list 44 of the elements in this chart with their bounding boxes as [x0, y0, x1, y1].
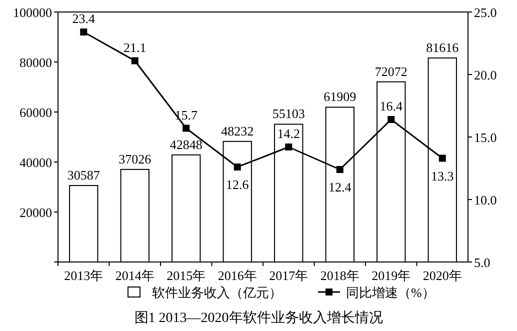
x-tick-label: 2013年	[64, 268, 104, 283]
x-tick-label: 2016年	[218, 268, 257, 283]
legend-label: 软件业务收入（亿元）	[152, 285, 282, 300]
x-tick-label: 2020年	[422, 268, 462, 283]
point	[336, 166, 344, 173]
y2-tick-label: 15.0	[474, 130, 497, 145]
data-label: 12.6	[226, 177, 250, 192]
x-tick-label: 2018年	[320, 268, 360, 283]
y-tick-label: 60000	[20, 105, 52, 120]
y-tick-label: 20000	[20, 205, 52, 220]
data-label: 14.2	[277, 126, 300, 141]
data-label: 13.3	[431, 168, 454, 184]
y-tick-label: 40000	[20, 155, 52, 170]
data-label: 48232	[221, 123, 254, 138]
x-tick-label: 2017年	[269, 268, 308, 283]
point	[80, 28, 88, 36]
data-label: 72072	[374, 64, 408, 79]
data-label: 61909	[324, 89, 356, 104]
y2-tick-label: 5.0	[474, 255, 490, 270]
y2-tick-label: 10.0	[474, 192, 497, 208]
title: 图1 2013—2020年软件业务收入增长情况	[134, 311, 383, 326]
data-label: 55103	[272, 106, 305, 122]
data-label: 42848	[170, 136, 202, 152]
point	[131, 57, 138, 64]
data-label: 12.4	[328, 180, 352, 194]
y-tick-label: 100000	[13, 5, 52, 20]
y-tick-label: 80000	[20, 55, 52, 70]
data-label: 30587	[67, 168, 100, 183]
data-label: 81616	[426, 40, 460, 55]
y2-tick-label: 20.0	[474, 68, 497, 82]
point	[234, 164, 241, 170]
point	[438, 154, 446, 162]
legend-label: 同比增速（%）	[346, 285, 435, 300]
point	[388, 116, 395, 123]
data-label: 23.4	[72, 11, 96, 26]
point	[182, 124, 190, 132]
data-label: 16.4	[380, 98, 403, 114]
y2-tick-label: 25.0	[474, 5, 497, 20]
x-tick-label: 2019年	[372, 268, 411, 283]
data-label: 37026	[118, 151, 152, 166]
data-label: 21.1	[124, 40, 146, 55]
point	[285, 144, 292, 150]
x-tick-label: 2015年	[166, 268, 206, 283]
x-tick-label: 2014年	[115, 268, 154, 283]
